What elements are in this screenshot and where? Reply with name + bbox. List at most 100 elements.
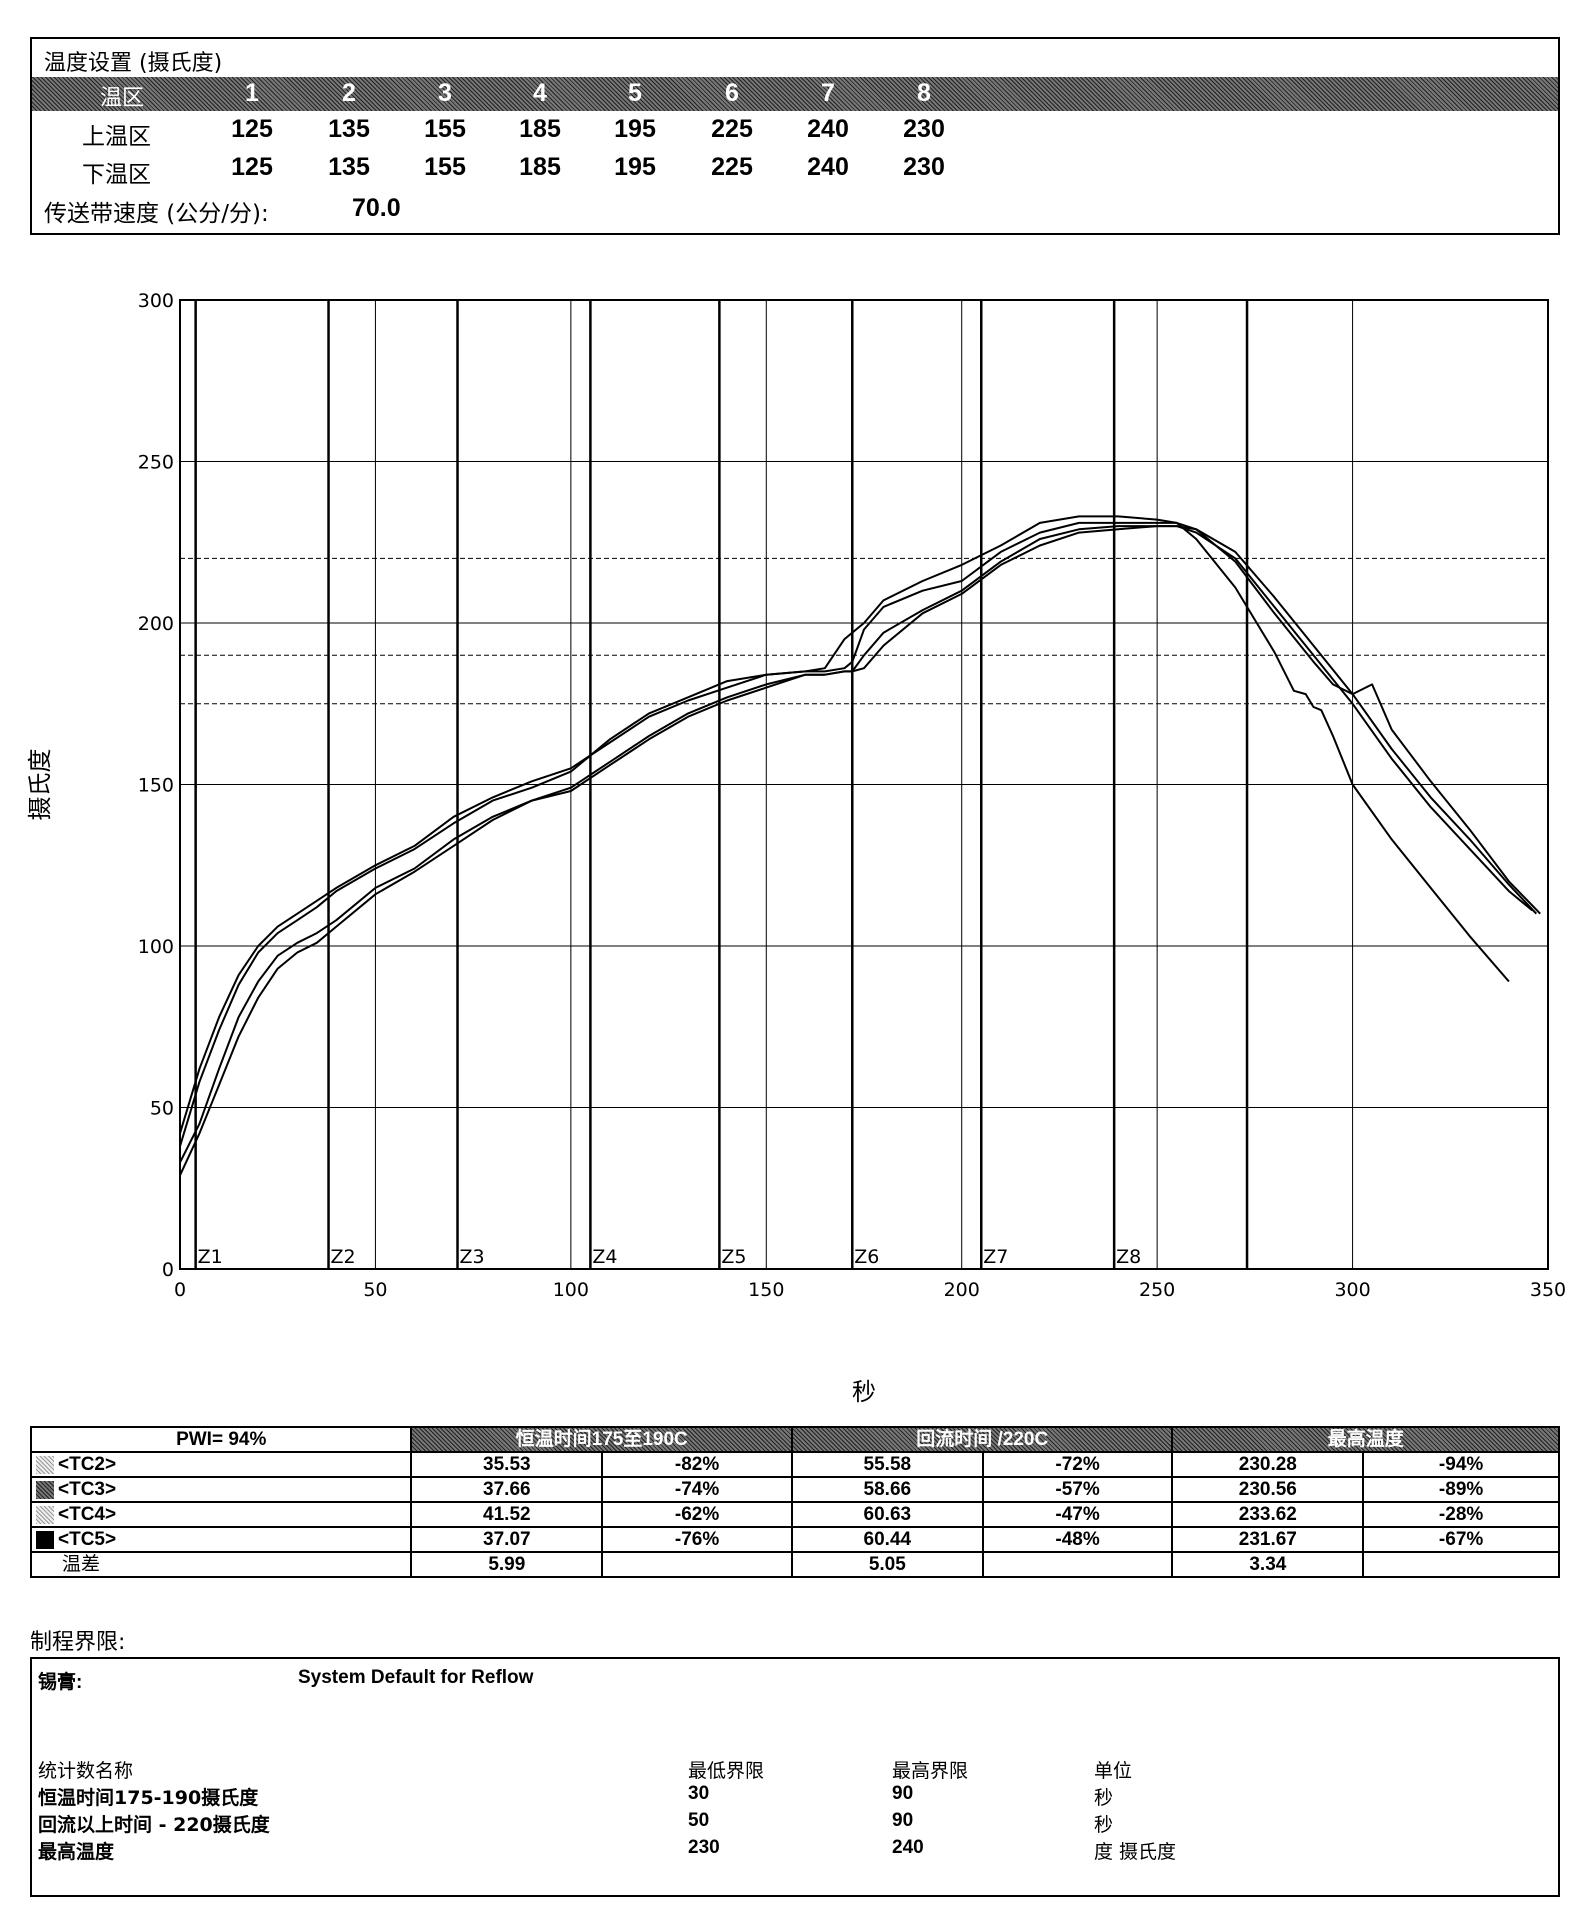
y-tick-label: 300 [138, 290, 174, 312]
stats-header-row: PWI= 94% 恒温时间175至190C 回流时间 /220C 最高温度 [29, 1426, 1560, 1453]
series-line-tc4 [179, 515, 1510, 1147]
y-tick-label: 200 [138, 613, 174, 635]
x-tick-label: 250 [1139, 1279, 1175, 1301]
series-swatch-icon [36, 1530, 54, 1549]
stats-cell: 60.63 [790, 1501, 984, 1528]
peak-temp-header: 最高温度 [1171, 1426, 1560, 1453]
upper-zone-temp-5: 195 [614, 115, 656, 143]
soak-time-header: 恒温时间175至190C [410, 1426, 793, 1453]
limits-cell: 50 [688, 1810, 710, 1831]
stats-cell: -67% [1362, 1526, 1560, 1553]
diff-label: 温差 [29, 1551, 413, 1578]
zone-number-5: 5 [628, 79, 642, 107]
y-tick-label: 250 [138, 452, 174, 474]
series-name: <TC4> [58, 1504, 117, 1525]
stats-cell: 230.56 [1171, 1476, 1365, 1503]
upper-zone-temp-2: 135 [328, 115, 370, 143]
zone-marker-label: Z2 [331, 1246, 356, 1268]
zone-number-6: 6 [725, 79, 739, 107]
stats-row: <TC2> 35.53 -82% 55.58 -72% 230.28 -94% [29, 1451, 1560, 1478]
zone-marker-label: Z8 [1116, 1246, 1141, 1268]
limits-cell: 30 [688, 1783, 710, 1804]
lower-zone-temp-5: 195 [614, 153, 656, 181]
lower-zone-temp-1: 125 [231, 153, 273, 181]
zone-marker-label: Z7 [983, 1246, 1008, 1268]
limits-cell: 度 摄氏度 [1094, 1841, 1177, 1863]
stats-cell: -57% [981, 1476, 1174, 1503]
series-swatch-icon [36, 1455, 54, 1474]
series-line-tc3 [179, 525, 1538, 1176]
series-name: <TC2> [58, 1454, 117, 1475]
limits-cell: 90 [892, 1783, 914, 1804]
upper-zone-temp-3: 155 [424, 115, 466, 143]
y-tick-label: 50 [150, 1098, 174, 1120]
stats-cell: 231.67 [1171, 1526, 1365, 1553]
solder-paste-label: 锡膏: [38, 1672, 83, 1693]
zone-number-7: 7 [821, 79, 835, 107]
limits-cell: 回流以上时间 - 220摄氏度 [38, 1814, 270, 1836]
lower-zone-temp-6: 225 [711, 153, 753, 181]
stats-row-label: <TC3> [29, 1476, 413, 1503]
limits-cell: 秒 [1094, 1787, 1114, 1809]
temperature-settings-panel: 温度设置 (摄氏度) 温区 1 2 3 4 5 6 7 8 上温区 125 135 155 185 1… [30, 37, 1560, 235]
upper-zone-temp-6: 225 [711, 115, 753, 143]
series-swatch-icon [36, 1480, 54, 1499]
y-tick-label: 150 [138, 775, 174, 797]
stats-cell: 37.66 [410, 1476, 604, 1503]
zone-marker-label: Z5 [721, 1246, 746, 1268]
stats-row: <TC4> 41.52 -62% 60.63 -47% 233.62 -28% [29, 1501, 1560, 1528]
stats-cell: -82% [601, 1451, 793, 1478]
stats-cell: 55.58 [790, 1451, 984, 1478]
series-swatch-icon [36, 1505, 54, 1524]
stats-cell: 37.07 [410, 1526, 604, 1553]
series-name: <TC5> [58, 1529, 117, 1550]
lower-zone-label: 下温区 [82, 162, 151, 188]
x-tick-label: 0 [174, 1279, 186, 1301]
stats-cell: -62% [601, 1501, 793, 1528]
zone-number-2: 2 [342, 79, 356, 107]
zone-header-bar [32, 77, 1558, 111]
diff-cell [601, 1551, 793, 1578]
y-tick-label: 100 [138, 936, 174, 958]
stats-cell: -89% [1362, 1476, 1560, 1503]
upper-zone-temp-1: 125 [231, 115, 273, 143]
stats-cell: -74% [601, 1476, 793, 1503]
x-axis-label: 秒 [852, 1378, 876, 1406]
diff-cell [1362, 1551, 1560, 1578]
limits-header: 统计数名称 [38, 1760, 134, 1782]
conveyor-speed-value: 70.0 [352, 194, 401, 222]
limits-cell: 240 [892, 1837, 924, 1858]
lower-zone-temp-8: 230 [903, 153, 945, 181]
diff-cell: 5.99 [410, 1551, 604, 1578]
profile-statistics-table: PWI= 94% 恒温时间175至190C 回流时间 /220C 最高温度 <T… [29, 1426, 1560, 1578]
zone-number-1: 1 [245, 79, 259, 107]
stats-cell: -47% [981, 1501, 1174, 1528]
y-tick-label: 0 [162, 1259, 174, 1281]
y-axis-label: 摄氏度 [26, 749, 54, 821]
solder-paste-value: System Default for Reflow [298, 1667, 534, 1688]
stats-cell: -28% [1362, 1501, 1560, 1528]
zone-number-4: 4 [533, 79, 547, 107]
temperature-profile-chart: Z1 Z2 Z3 Z4 Z5 Z6 Z7 Z8 0 50 100 150 200 250 300 0 50 100… [26, 290, 1566, 1406]
stats-row: <TC3> 37.66 -74% 58.66 -57% 230.56 -89% [29, 1476, 1560, 1503]
stats-cell: 60.44 [790, 1526, 984, 1553]
zone-marker-label: Z6 [854, 1246, 879, 1268]
series-line-tc5 [179, 521, 1541, 1134]
stats-cell: -94% [1362, 1451, 1560, 1478]
process-limits-panel: 锡膏: System Default for Reflow 统计数名称 最低界限最… [30, 1657, 1560, 1897]
diff-cell: 3.34 [1171, 1551, 1365, 1578]
process-limits-title: 制程界限: [30, 1630, 126, 1655]
stats-row-label: <TC5> [29, 1526, 413, 1553]
conveyor-speed-label: 传送带速度 (公分/分): [44, 201, 269, 227]
upper-zone-temp-4: 185 [519, 115, 561, 143]
zone-marker-label: Z1 [198, 1246, 223, 1268]
zone-header-label: 温区 [100, 86, 145, 111]
limits-cell: 恒温时间175-190摄氏度 [38, 1787, 259, 1809]
x-tick-label: 50 [363, 1279, 387, 1301]
plot-frame [179, 299, 1549, 1270]
reflow-time-header: 回流时间 /220C [790, 1426, 1174, 1453]
limits-cell: 秒 [1094, 1814, 1114, 1836]
settings-title: 温度设置 (摄氏度) [44, 51, 223, 76]
stats-diff-row: 温差 5.99 5.05 3.34 [29, 1551, 1560, 1578]
upper-zone-temp-7: 240 [807, 115, 849, 143]
